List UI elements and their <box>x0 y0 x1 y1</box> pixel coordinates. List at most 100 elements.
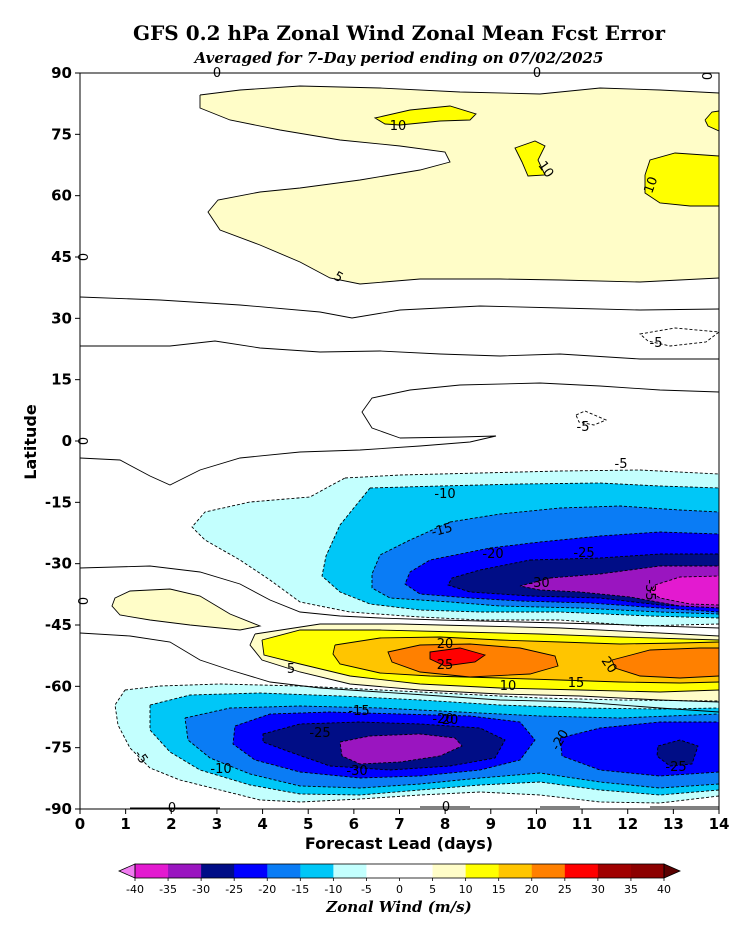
contour-line-zero-bottom <box>130 806 719 809</box>
x-tick-label: 13 <box>663 815 684 833</box>
x-axis-label: Forecast Lead (days) <box>305 834 493 853</box>
colorbar-under-arrow <box>118 863 136 879</box>
contour-label: -35 <box>642 579 657 600</box>
contour-line-zero-b <box>80 340 719 360</box>
colorbar-swatch <box>168 864 202 878</box>
x-tick-label: 0 <box>75 815 85 833</box>
fill-sm-25 <box>430 648 485 666</box>
contour-label: 10 <box>642 175 662 196</box>
colorbar-tick-label: 5 <box>429 883 436 896</box>
fill-sm-20b <box>612 648 719 678</box>
colorbar-tick-label: -25 <box>225 883 243 896</box>
contour-label: -10 <box>434 487 455 502</box>
contour-label: 25 <box>437 658 454 673</box>
x-tick-label: 4 <box>257 815 267 833</box>
fill-n-5 <box>200 86 719 284</box>
contour-label: 0 <box>698 72 713 80</box>
contour-label: -25 <box>665 760 686 775</box>
chart-subtitle: Averaged for 7-Day period ending on 07/0… <box>193 49 604 67</box>
contour-label: -15 <box>348 704 369 719</box>
y-tick-label: -60 <box>45 677 72 695</box>
fill-n-10b <box>515 141 545 176</box>
contour-line-n5 <box>199 85 719 285</box>
contour-label: -20 <box>482 547 503 562</box>
y-tick-label: 30 <box>51 309 72 327</box>
contour-lines <box>80 85 719 809</box>
colorbar-swatch <box>465 864 500 878</box>
colorbar-tick-label: -40 <box>126 883 144 896</box>
y-tick-label: -15 <box>45 493 72 511</box>
x-tick-label: 7 <box>394 815 404 833</box>
contour-label: 20 <box>437 637 454 652</box>
contour-line-neg25-trop <box>447 553 719 609</box>
contour-line-neg15-trop <box>371 505 719 615</box>
colorbar-tick-label: -35 <box>159 883 177 896</box>
x-tick-label: 9 <box>486 815 496 833</box>
contour-label: -20 <box>432 712 453 727</box>
colorbar-tick-label: -15 <box>291 883 309 896</box>
contour-line-n10 <box>373 105 719 207</box>
contour-line-neg-polar <box>114 683 719 804</box>
colorbar-tick-label: 15 <box>492 883 506 896</box>
contour-line-zero-c <box>361 382 719 439</box>
contour-label: 20 <box>442 713 459 728</box>
colorbar-swatch <box>399 864 434 878</box>
colorbar-label: Zonal Wind (m/s) <box>325 898 471 916</box>
x-tick-label: 8 <box>440 815 450 833</box>
colorbar-swatch <box>597 864 632 878</box>
colorbar-tick-label: -20 <box>258 883 276 896</box>
contour-line-neg20-trop <box>404 531 719 613</box>
y-tick-label: 60 <box>51 187 72 205</box>
colorbar-tick-label: 25 <box>558 883 572 896</box>
fill-sp-30 <box>340 734 462 764</box>
colorbar-tick-label: -30 <box>192 883 210 896</box>
contour-label: 15 <box>568 676 585 691</box>
y-axis-label: Latitude <box>21 404 40 480</box>
colorbar-swatch <box>366 864 400 878</box>
y-tick-label: -30 <box>45 555 72 573</box>
contour-label: -5 <box>577 420 590 435</box>
contour-label: 0 <box>74 597 89 605</box>
x-tick-label: 11 <box>572 815 593 833</box>
colorbar: -40 -35 -30 -25 -20 -15 -10 -5 0 5 10 15 20 25 30 35 40 <box>118 863 681 896</box>
contour-label: 10 <box>390 119 407 134</box>
x-tick-label: 12 <box>617 815 638 833</box>
contour-line-s5-mid <box>111 588 719 703</box>
contour-label: -5 <box>650 336 663 351</box>
colorbar-swatch <box>333 864 367 878</box>
contour-label: -30 <box>528 576 549 591</box>
chart-title: GFS 0.2 hPa Zonal Wind Zonal Mean Fcst E… <box>133 21 665 45</box>
colorbar-swatch <box>201 864 235 878</box>
y-tick-label: 15 <box>51 371 72 389</box>
contour-line-zero-f <box>80 632 719 713</box>
fill-sm-5a <box>112 589 260 630</box>
contour-line-zero-d <box>80 435 497 486</box>
colorbar-swatch <box>564 864 599 878</box>
contour-line-s15-mid <box>332 636 719 684</box>
x-tick-label: 10 <box>526 815 547 833</box>
x-tick-label: 1 <box>120 815 130 833</box>
contour-label: -25 <box>573 546 594 561</box>
contour-line-zero-a <box>80 296 719 319</box>
fill-n-10c <box>645 153 719 206</box>
colorbar-swatch <box>498 864 533 878</box>
contour-line-s10-mid <box>261 629 719 693</box>
contour-line-neg10-trop <box>321 482 719 619</box>
x-tick-label: 14 <box>709 815 730 833</box>
y-tick-label: -45 <box>45 616 72 634</box>
contour-label: -25 <box>309 726 330 741</box>
contour-label: -5 <box>615 457 628 472</box>
contour-label: -10 <box>210 762 231 777</box>
colorbar-swatch <box>267 864 301 878</box>
contour-line-neg5-trop <box>191 469 719 627</box>
colorbar-swatch <box>531 864 566 878</box>
y-tick-label: -90 <box>45 800 72 818</box>
contour-line-neg30-trop <box>519 565 719 609</box>
contour-label: -15 <box>430 520 454 540</box>
contour-line-neg5-small <box>575 327 719 426</box>
x-tick-label: 2 <box>166 815 176 833</box>
y-tick-label: 90 <box>51 64 72 82</box>
colorbar-tick-label: 10 <box>459 883 473 896</box>
contour-label: 0 <box>74 253 89 261</box>
y-tick-label: 75 <box>51 125 72 143</box>
